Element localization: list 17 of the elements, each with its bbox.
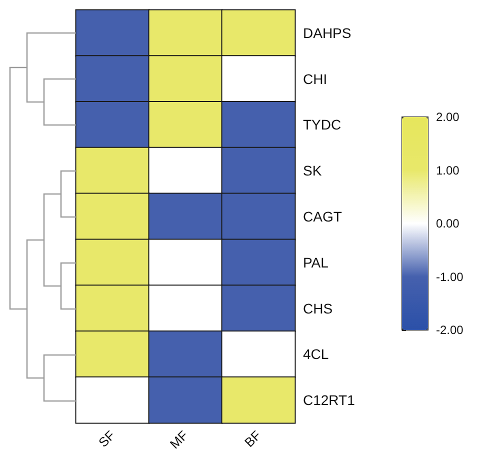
color-bar-label: 0.00 (436, 216, 460, 230)
x-tick-label: MF (166, 428, 191, 452)
x-tick-label: SF (95, 428, 118, 450)
y-tick-label: TYDC (303, 116, 342, 133)
color-bar-label: -2.00 (436, 323, 464, 337)
y-tick-label: DAHPS (303, 24, 352, 41)
y-tick-label: CHI (303, 70, 328, 87)
y-tick-label: CAGT (303, 208, 342, 225)
y-tick-label: SK (303, 162, 322, 179)
y-tick-label: 4CL (303, 346, 329, 362)
color-bar-label: 2.00 (436, 110, 460, 124)
y-tick-label: CHS (303, 300, 333, 316)
color-bar-label: -1.00 (436, 270, 464, 284)
y-tick-label: C12RT1 (303, 392, 356, 408)
y-tick-label: PAL (303, 254, 329, 270)
color-bar-label: 1.00 (436, 163, 460, 178)
x-tick-label: BF (241, 428, 264, 450)
